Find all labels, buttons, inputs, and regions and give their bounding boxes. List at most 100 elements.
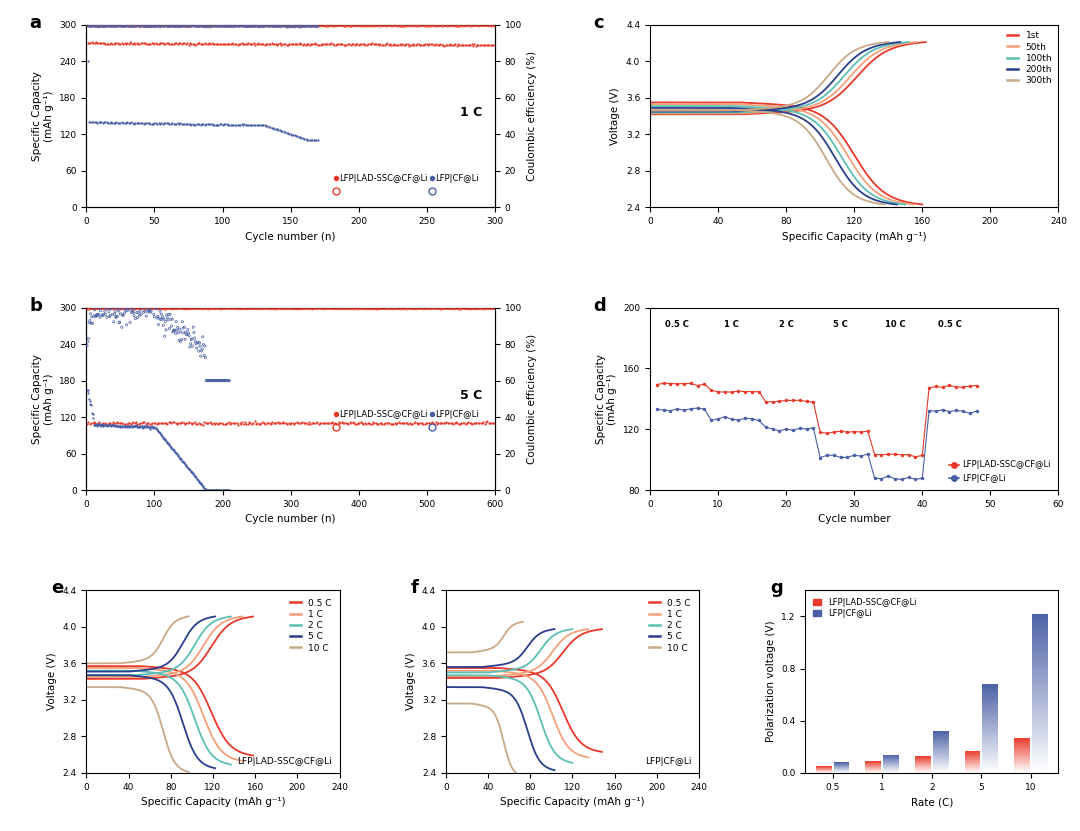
Point: [97, 418, 114, 431]
Point: [112, 416, 130, 430]
Point: [324, 19, 341, 32]
Bar: [983, 706, 998, 707]
Point: [135, 19, 152, 32]
Point: [217, 483, 234, 496]
Bar: [1032, 623, 1048, 627]
Point: [195, 302, 213, 315]
Point: [162, 439, 179, 452]
Point: [305, 302, 322, 316]
Point: [118, 37, 135, 51]
Point: [247, 417, 265, 430]
Point: [124, 117, 141, 130]
Bar: [1032, 700, 1048, 703]
Point: [79, 302, 96, 315]
Bar: [983, 745, 998, 746]
Point: [309, 19, 326, 32]
Point: [93, 19, 110, 32]
Point: [158, 308, 175, 322]
Point: [390, 416, 407, 429]
Point: [260, 37, 278, 51]
Point: [240, 19, 257, 32]
Point: [176, 321, 193, 334]
Point: [287, 19, 305, 32]
Bar: [933, 758, 948, 759]
Point: [464, 39, 482, 52]
Point: [346, 38, 363, 52]
Point: [122, 420, 139, 433]
Point: [124, 305, 141, 318]
Point: [110, 416, 127, 430]
Point: [246, 20, 264, 33]
Point: [215, 38, 232, 52]
Bar: [983, 764, 998, 765]
Bar: [1032, 681, 1048, 684]
Point: [408, 416, 426, 430]
Point: [167, 327, 185, 340]
Point: [91, 302, 108, 315]
Point: [286, 417, 303, 430]
Point: [255, 119, 272, 132]
Point: [210, 37, 227, 50]
Point: [205, 302, 222, 316]
Point: [129, 37, 146, 50]
Point: [171, 37, 188, 50]
Point: [286, 37, 303, 51]
Point: [93, 302, 110, 315]
Point: [482, 38, 499, 52]
Point: [96, 302, 113, 315]
Point: [226, 302, 243, 315]
Point: [174, 455, 191, 468]
Point: [129, 417, 146, 430]
Point: [112, 302, 130, 316]
Point: [114, 20, 132, 33]
Point: [136, 302, 153, 315]
Point: [393, 302, 410, 316]
Point: [174, 322, 191, 335]
Point: [210, 118, 227, 131]
Point: [270, 416, 287, 430]
Point: [180, 329, 198, 342]
Bar: [983, 684, 998, 686]
Point: [151, 19, 168, 32]
Point: [141, 420, 159, 434]
Point: [266, 122, 283, 135]
Point: [140, 420, 158, 434]
Point: [448, 302, 465, 315]
Point: [184, 37, 201, 51]
Point: [242, 302, 259, 315]
Bar: [1032, 764, 1048, 766]
Point: [322, 37, 339, 51]
Point: [328, 19, 346, 32]
Point: [228, 416, 245, 430]
Point: [332, 416, 349, 430]
Point: [207, 416, 225, 430]
Point: [192, 19, 210, 32]
Point: [231, 118, 248, 131]
Point: [152, 18, 170, 32]
Point: [251, 37, 268, 51]
Point: [481, 39, 498, 52]
Point: [126, 312, 144, 325]
Point: [154, 310, 172, 323]
Point: [325, 417, 342, 430]
Point: [378, 416, 395, 430]
Point: [231, 37, 248, 51]
Point: [440, 19, 457, 32]
Bar: [933, 768, 948, 769]
Point: [421, 19, 438, 32]
Bar: [983, 760, 998, 762]
Point: [139, 416, 157, 430]
Point: [90, 302, 107, 315]
Text: c: c: [593, 14, 604, 32]
Point: [134, 19, 151, 32]
Point: [161, 438, 178, 451]
Point: [131, 20, 148, 33]
Point: [146, 19, 163, 32]
Point: [147, 37, 164, 50]
Point: [414, 38, 431, 52]
Legend: LFP|LAD-SSC@CF@Li, LFP|CF@Li: LFP|LAD-SSC@CF@Li, LFP|CF@Li: [946, 457, 1054, 486]
Point: [272, 19, 289, 32]
Point: [444, 38, 461, 52]
Point: [448, 39, 465, 52]
Point: [192, 118, 210, 131]
